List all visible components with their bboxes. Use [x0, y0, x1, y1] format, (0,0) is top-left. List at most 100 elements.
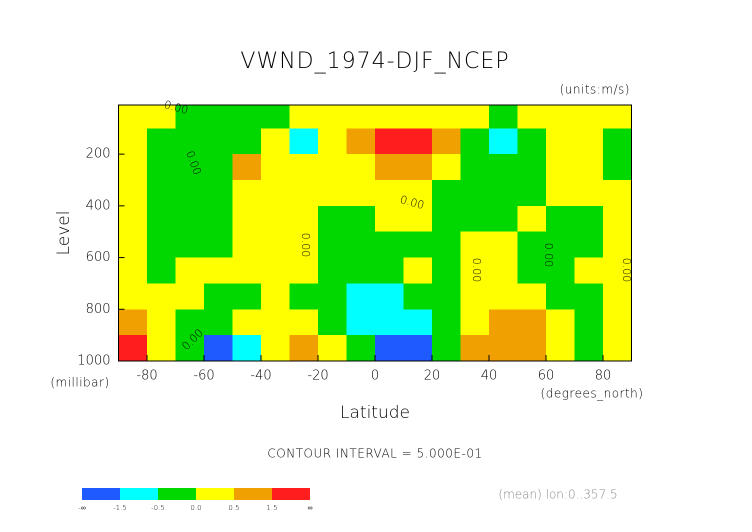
contour-cell: [118, 309, 148, 336]
contour-cell: [118, 257, 148, 284]
contour-cell: [546, 179, 575, 207]
contour-cell: [318, 105, 347, 129]
contour-cell: [460, 105, 490, 129]
contour-cell: [318, 154, 347, 181]
contour-cell: [489, 309, 518, 336]
contour-cell: [318, 128, 347, 155]
contour-cell: [375, 283, 404, 310]
colorbar-label: -1.5: [113, 504, 127, 512]
contour-cell: [517, 335, 547, 361]
contour-cell: [118, 205, 148, 233]
contour-cell: [403, 283, 433, 310]
contour-cell: [261, 231, 290, 259]
contour-cell: [574, 309, 604, 336]
contour-cell: [118, 105, 148, 129]
contour-cell: [603, 257, 632, 284]
colorbar-swatch: [196, 488, 234, 500]
contour-cell: [318, 231, 347, 259]
contour-cell: [403, 231, 433, 259]
contour-cell: [289, 105, 319, 129]
contour-cell: [261, 205, 290, 233]
contour-cell: [574, 179, 604, 207]
contour-cell: [232, 283, 262, 310]
contour-cell: [375, 231, 404, 259]
colorbar-swatch: [82, 488, 120, 500]
colorbar-label: -0.5: [151, 504, 165, 512]
contour-cell: [346, 309, 376, 336]
contour-cell: [232, 128, 262, 155]
contour-cell: [261, 335, 290, 361]
units: (units:m/s): [560, 83, 630, 97]
colorbar-swatch: [272, 488, 310, 500]
colorbar-label: ∞: [308, 504, 313, 512]
contour-cell: [546, 105, 575, 129]
contour-cell: [603, 335, 632, 361]
contour-cell: [346, 105, 376, 129]
contour-cell: [147, 231, 176, 259]
contour-cell: [261, 128, 290, 155]
axes: -80 -60 -40 -20 0 20 40 60 80 200 400 600 800 1000: [77, 147, 611, 384]
contour-label: 0.00: [542, 243, 555, 268]
contour-cell: [346, 154, 376, 181]
mean-note: (mean) lon:0..357.5: [498, 488, 617, 502]
x-tick-label: 60: [538, 369, 555, 384]
contour-cell: [318, 335, 347, 361]
contour-cell: [118, 335, 148, 361]
contour-cell: [517, 231, 547, 259]
contour-cell: [375, 179, 404, 207]
contour-cell: [432, 154, 461, 181]
contour-cell: [147, 179, 176, 207]
contour-cell: [232, 105, 262, 129]
contour-cell: [546, 231, 575, 259]
contour-cell: [432, 128, 461, 155]
contour-cell: [432, 257, 461, 284]
contour-cell: [289, 179, 319, 207]
x-tick-label: -40: [250, 369, 271, 384]
contour-cell: [318, 257, 347, 284]
contour-cell: [546, 154, 575, 181]
contour-cell: [175, 205, 205, 233]
contour-cell: [517, 309, 547, 336]
contour-cell: [489, 179, 518, 207]
contour-cell: [346, 205, 376, 233]
contour-cell: [489, 154, 518, 181]
contour-cell: [432, 205, 461, 233]
contour-cell: [232, 205, 262, 233]
contour-cell: [147, 335, 176, 361]
x-tick-label: 0: [371, 369, 379, 384]
contour-cell: [460, 128, 490, 155]
colorbar-swatch: [158, 488, 196, 500]
x-tick-label: 20: [424, 369, 441, 384]
contour-cell: [346, 231, 376, 259]
contour-cell: [460, 231, 490, 259]
contour-cell: [318, 179, 347, 207]
contour-cell: [603, 154, 632, 181]
contour-cell: [489, 128, 518, 155]
contour-cell: [603, 205, 632, 233]
contour-cell: [517, 105, 547, 129]
contour-cell: [346, 257, 376, 284]
contour-cell: [574, 205, 604, 233]
x-tick-label: -80: [136, 369, 157, 384]
contour-cell: [546, 128, 575, 155]
contour-cell: [546, 309, 575, 336]
contour-cell: [261, 179, 290, 207]
contour-label: 0.00: [163, 98, 190, 117]
contour-cell: [489, 231, 518, 259]
contour-cell: [375, 205, 404, 233]
contour-cell: [403, 154, 433, 181]
contour-cell: [546, 283, 575, 310]
contour-cell: [232, 309, 262, 336]
contour-cell: [204, 257, 233, 284]
contour-cell: [432, 283, 461, 310]
contour-cell: [432, 231, 461, 259]
contour-label: 0.00: [620, 258, 633, 283]
contour-cell: [517, 128, 547, 155]
contour-cell: [403, 105, 433, 129]
contour-cell: [375, 257, 404, 284]
x-tick-label: 40: [481, 369, 498, 384]
contour-cell: [232, 257, 262, 284]
contour-cell: [574, 257, 604, 284]
contour-cell: [289, 283, 319, 310]
contour-cell: [375, 128, 404, 155]
